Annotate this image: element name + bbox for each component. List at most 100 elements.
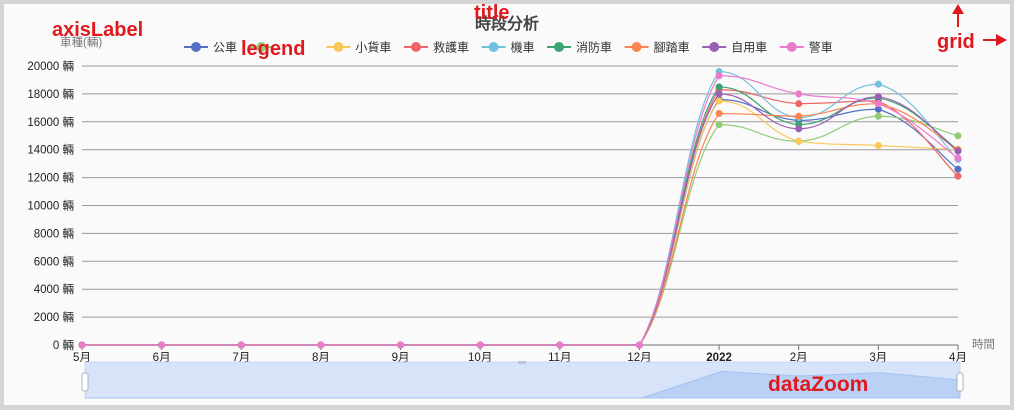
y-tick-label: 18000 輛 bbox=[27, 87, 74, 101]
x-tick-label: 6月 bbox=[153, 352, 171, 364]
data-point[interactable] bbox=[874, 80, 882, 88]
annotation-grid: grid bbox=[937, 31, 975, 53]
data-point[interactable] bbox=[954, 132, 962, 140]
x-axis-name: 時間 bbox=[972, 338, 995, 351]
legend-item[interactable]: 警車 bbox=[779, 40, 833, 55]
x-tick-label: 2月 bbox=[790, 352, 808, 364]
x-tick-label: 12月 bbox=[627, 352, 651, 364]
y-tick-label: 14000 輛 bbox=[27, 143, 74, 157]
data-point[interactable] bbox=[795, 100, 803, 108]
x-tick-label: 5月 bbox=[73, 352, 91, 364]
data-point[interactable] bbox=[795, 125, 803, 133]
data-point[interactable] bbox=[795, 137, 803, 145]
annotation-layer: axisLabel title legend grid dataZoom bbox=[52, 2, 1007, 396]
data-point[interactable] bbox=[237, 341, 245, 349]
data-point[interactable] bbox=[635, 341, 644, 349]
data-point[interactable] bbox=[795, 90, 803, 98]
series-line bbox=[81, 93, 959, 346]
data-point[interactable] bbox=[874, 93, 882, 101]
legend-swatch-dot bbox=[256, 42, 267, 52]
y-tick-label: 0 輛 bbox=[53, 338, 74, 352]
x-tick-label: 8月 bbox=[312, 352, 330, 364]
data-point[interactable] bbox=[317, 341, 325, 349]
data-point[interactable] bbox=[476, 341, 484, 349]
data-point[interactable] bbox=[795, 112, 803, 120]
legend-swatch-dot bbox=[709, 42, 720, 52]
data-point[interactable] bbox=[715, 83, 723, 91]
data-point[interactable] bbox=[954, 172, 962, 180]
data-zoom-grip[interactable] bbox=[518, 361, 526, 364]
legend-item[interactable] bbox=[249, 42, 274, 52]
y-tick-label: 16000 輛 bbox=[27, 115, 74, 129]
data-point[interactable] bbox=[715, 121, 723, 129]
legend-item[interactable]: 小貨車 bbox=[326, 40, 391, 55]
y-tick-label: 10000 輛 bbox=[27, 199, 74, 213]
data-zoom-selection bbox=[85, 362, 960, 398]
up-arrow-head-icon bbox=[952, 4, 964, 14]
data-point[interactable] bbox=[78, 341, 86, 349]
series-line bbox=[81, 75, 959, 346]
annotation-title: title bbox=[474, 2, 510, 24]
data-point[interactable] bbox=[715, 97, 723, 105]
annotation-datazoom: dataZoom bbox=[768, 373, 868, 396]
data-point[interactable] bbox=[715, 72, 723, 80]
data-zoom-preview bbox=[85, 371, 961, 399]
legend-item[interactable]: 腳踏車 bbox=[624, 41, 690, 55]
data-point[interactable] bbox=[556, 341, 564, 349]
legend-label: 小貨車 bbox=[355, 40, 391, 55]
right-arrow-head-icon bbox=[996, 34, 1007, 46]
data-point[interactable] bbox=[874, 112, 882, 120]
legend-label: 公車 bbox=[213, 41, 237, 55]
legend-item[interactable]: 自用車 bbox=[702, 41, 767, 55]
data-point[interactable] bbox=[874, 141, 882, 150]
legend-swatch-dot bbox=[488, 42, 499, 52]
data-zoom-right-handle[interactable] bbox=[956, 372, 964, 392]
data-point[interactable] bbox=[715, 90, 723, 98]
legend-swatch-dot bbox=[786, 42, 797, 52]
y-tick-label: 2000 輛 bbox=[34, 310, 74, 324]
series-line bbox=[81, 103, 959, 346]
legend-label: 腳踏車 bbox=[654, 41, 690, 55]
data-point[interactable] bbox=[715, 109, 723, 117]
data-point[interactable] bbox=[954, 154, 962, 162]
series-line bbox=[81, 98, 959, 346]
plot-area bbox=[78, 68, 962, 349]
data-point[interactable] bbox=[396, 341, 405, 349]
data-point[interactable] bbox=[954, 147, 962, 155]
data-point[interactable] bbox=[158, 341, 166, 349]
y-tick-label: 6000 輛 bbox=[34, 254, 74, 268]
legend-label: 自用車 bbox=[731, 41, 767, 55]
x-tick-label: 9月 bbox=[392, 352, 410, 364]
data-point[interactable] bbox=[954, 165, 962, 173]
data-point[interactable] bbox=[874, 100, 882, 108]
x-tick-label: 10月 bbox=[468, 352, 492, 364]
legend-swatch-dot bbox=[631, 42, 642, 52]
chart-title: 時段分析 bbox=[475, 14, 539, 33]
y-tick-label: 12000 輛 bbox=[27, 171, 74, 185]
legend-label: 警車 bbox=[809, 40, 833, 55]
series-line bbox=[81, 86, 959, 346]
legend-label: 機車 bbox=[511, 40, 535, 55]
legend-item[interactable]: 機車 bbox=[481, 40, 535, 55]
legend-item[interactable]: 救護車 bbox=[404, 40, 469, 55]
series-line bbox=[81, 115, 959, 346]
legend-item[interactable]: 公車 bbox=[184, 41, 237, 55]
y-axis-name: 車種(輛) bbox=[60, 35, 102, 49]
legend-item[interactable]: 消防車 bbox=[547, 40, 612, 55]
legend-label: 消防車 bbox=[576, 40, 612, 55]
x-tick-label: 2022 bbox=[706, 352, 732, 364]
series-line bbox=[81, 100, 959, 346]
x-tick-label: 4月 bbox=[949, 352, 967, 364]
x-tick-label: 11月 bbox=[548, 352, 571, 364]
data-zoom-slider[interactable] bbox=[81, 361, 964, 399]
annotation-axislabel: axisLabel bbox=[52, 19, 143, 41]
series-line bbox=[81, 89, 959, 346]
legend-swatch-dot bbox=[554, 42, 564, 52]
legend-swatch-dot bbox=[191, 42, 201, 52]
y-tick-label: 8000 輛 bbox=[34, 226, 74, 240]
legend-label: 救護車 bbox=[433, 40, 469, 55]
data-zoom-left-handle[interactable] bbox=[81, 372, 89, 392]
annotation-legend: legend bbox=[241, 38, 305, 60]
x-tick-label: 3月 bbox=[869, 352, 887, 364]
